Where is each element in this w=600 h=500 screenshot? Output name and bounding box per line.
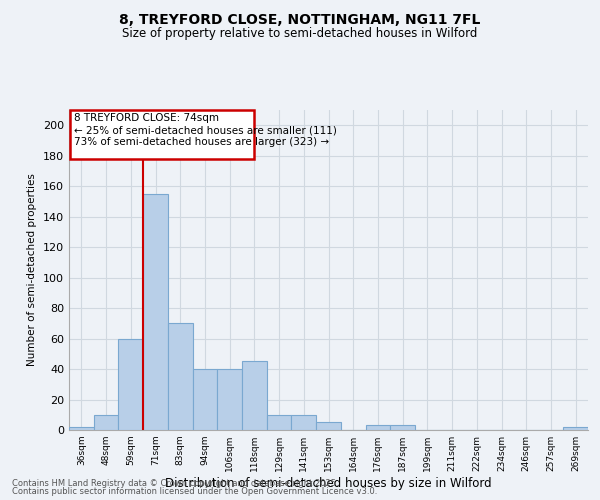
Text: 8, TREYFORD CLOSE, NOTTINGHAM, NG11 7FL: 8, TREYFORD CLOSE, NOTTINGHAM, NG11 7FL <box>119 12 481 26</box>
Bar <box>390 426 415 430</box>
Bar <box>365 426 390 430</box>
Bar <box>316 422 341 430</box>
Bar <box>242 362 267 430</box>
Text: 73% of semi-detached houses are larger (323) →: 73% of semi-detached houses are larger (… <box>74 138 329 147</box>
Bar <box>292 415 316 430</box>
Y-axis label: Number of semi-detached properties: Number of semi-detached properties <box>28 174 37 366</box>
Bar <box>168 324 193 430</box>
Text: ← 25% of semi-detached houses are smaller (111): ← 25% of semi-detached houses are smalle… <box>74 125 337 135</box>
Text: 8 TREYFORD CLOSE: 74sqm: 8 TREYFORD CLOSE: 74sqm <box>74 113 219 123</box>
Text: Contains public sector information licensed under the Open Government Licence v3: Contains public sector information licen… <box>12 487 377 496</box>
Bar <box>70 110 254 159</box>
Text: Size of property relative to semi-detached houses in Wilford: Size of property relative to semi-detach… <box>122 28 478 40</box>
Bar <box>118 338 143 430</box>
Bar <box>563 427 588 430</box>
Bar <box>193 369 217 430</box>
Text: Contains HM Land Registry data © Crown copyright and database right 2025.: Contains HM Land Registry data © Crown c… <box>12 478 338 488</box>
Bar <box>143 194 168 430</box>
Bar <box>69 427 94 430</box>
Bar <box>267 415 292 430</box>
Bar <box>217 369 242 430</box>
X-axis label: Distribution of semi-detached houses by size in Wilford: Distribution of semi-detached houses by … <box>165 477 492 490</box>
Bar <box>94 415 118 430</box>
